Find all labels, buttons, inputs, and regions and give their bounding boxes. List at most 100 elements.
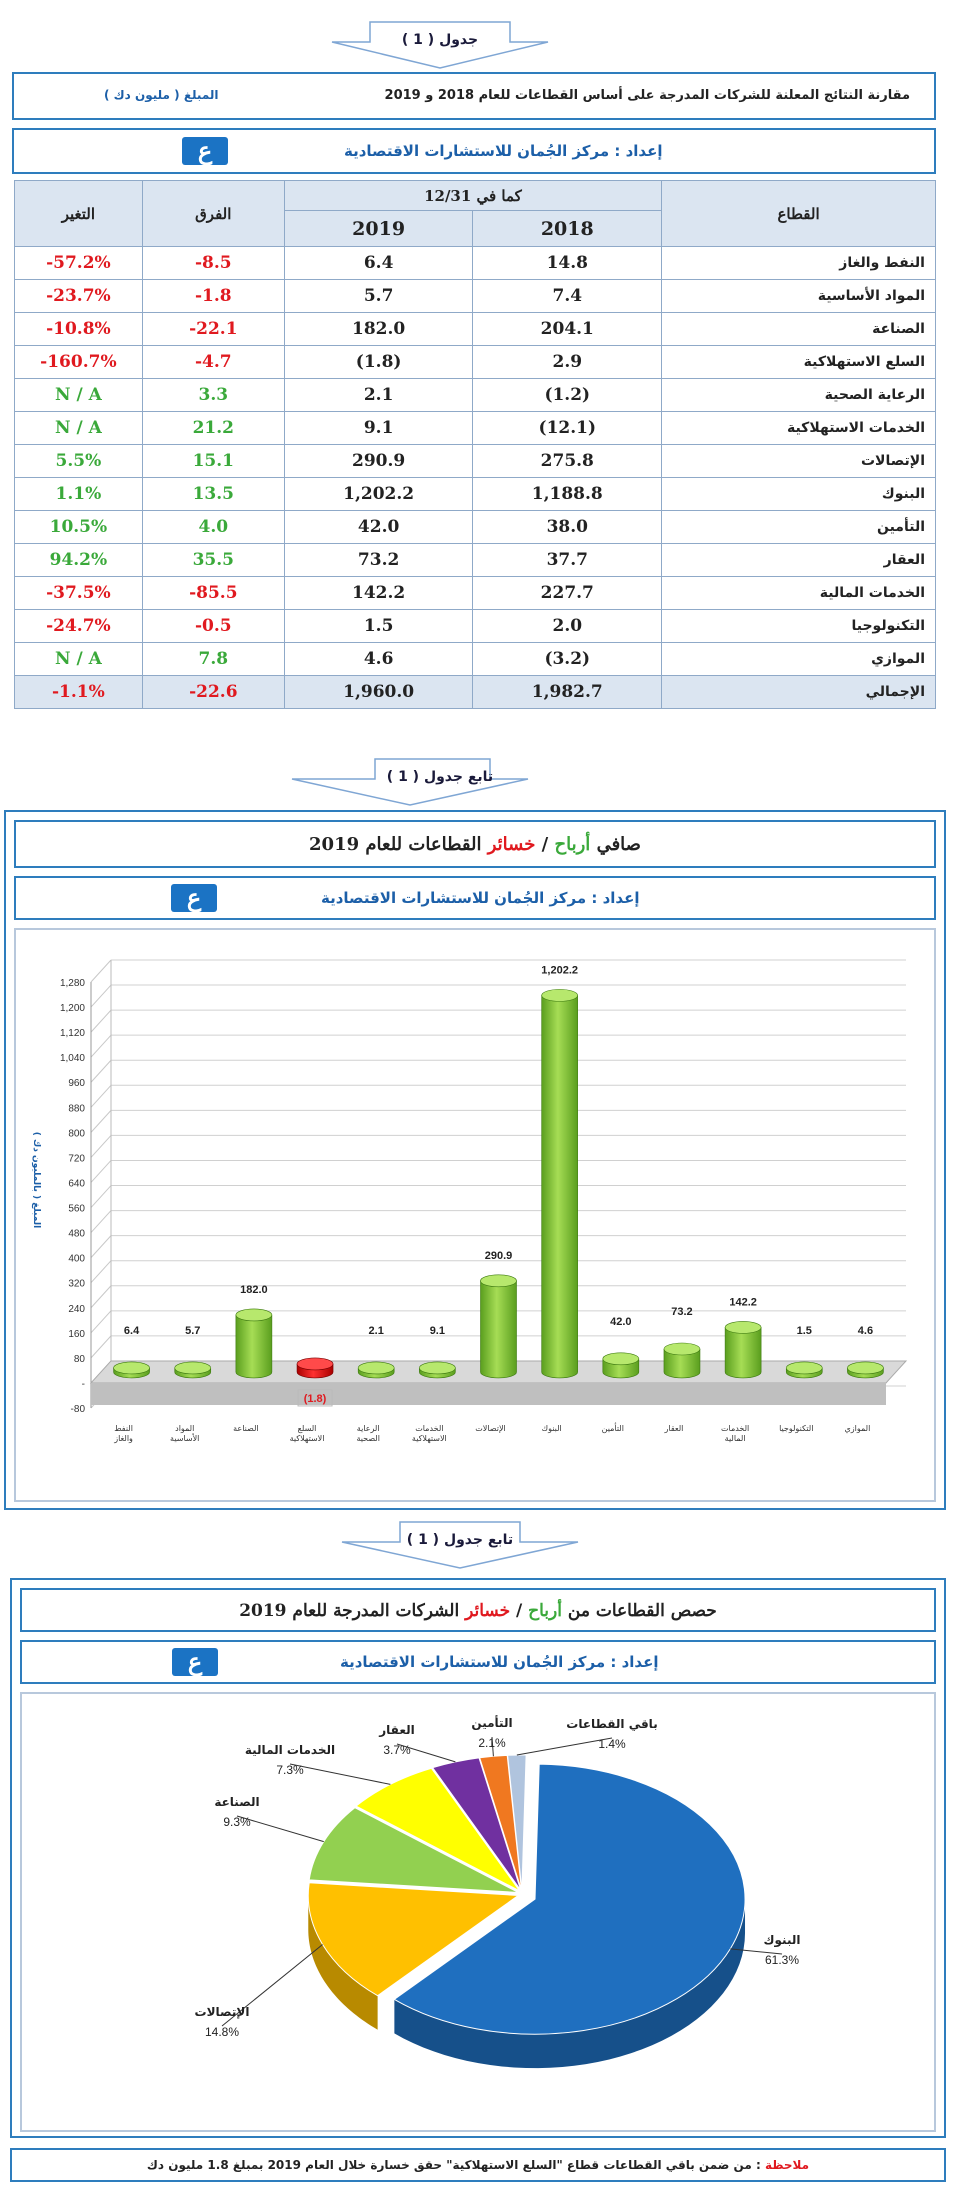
cell-sector: السلع الاستهلاكية xyxy=(661,345,936,379)
pie-slice-name: الصناعة xyxy=(214,1795,259,1809)
jumana-logo-2: ع xyxy=(171,884,217,912)
col-sector: القطاع xyxy=(661,180,936,247)
cell-diff: 35.5 xyxy=(141,543,285,577)
bar xyxy=(602,1352,640,1379)
bar-value-label: 42.0 xyxy=(610,1316,631,1328)
pie-slice-value: 61.3% xyxy=(765,1953,799,1967)
y-tick-label: 880 xyxy=(68,1103,85,1114)
table-row: -160.7% -4.7 (1.8) 2.9 السلع الاستهلاكية xyxy=(14,345,936,379)
bar-value-label: 5.7 xyxy=(185,1325,200,1337)
total-2018: 1,982.7 xyxy=(472,675,663,709)
bar xyxy=(847,1361,884,1379)
bar xyxy=(724,1321,762,1379)
pie-slice xyxy=(393,1763,746,2035)
y-tick-label: 400 xyxy=(68,1254,85,1265)
cell-change: -37.5% xyxy=(14,576,143,610)
category-label: الموازي xyxy=(845,1424,871,1433)
col-2019: 2019 xyxy=(283,210,474,247)
category-label: التأمين xyxy=(602,1422,624,1433)
cell-2018: (3.2) xyxy=(472,642,663,676)
note-box: ملاحظة : من ضمن باقي القطاعات قطاع "السل… xyxy=(10,2148,946,2182)
table-row: 94.2% 35.5 73.2 37.7 العقار xyxy=(14,543,936,577)
table-title-box: مقارنة النتائج المعلنة للشركات المدرجة ع… xyxy=(12,72,936,120)
pie-slice xyxy=(308,1807,519,1893)
cell-sector: المواد الأساسية xyxy=(661,279,936,313)
cell-2018: 7.4 xyxy=(472,279,663,313)
cell-2018: 37.7 xyxy=(472,543,663,577)
total-change: -1.1% xyxy=(14,675,143,709)
cell-sector: النفط والغاز xyxy=(661,246,936,280)
table-tab-label: جدول ( 1 ) xyxy=(401,32,479,48)
cell-sector: الرعاية الصحية xyxy=(661,378,936,412)
table-row: 1.1% 13.5 1,202.2 1,188.8 البنوك xyxy=(14,477,936,511)
bar-value-label: 1,202.2 xyxy=(541,964,578,976)
pie-slice xyxy=(431,1757,522,1891)
total-2019: 1,960.0 xyxy=(283,675,474,709)
cell-diff: 21.2 xyxy=(141,411,285,445)
y-tick-label: 320 xyxy=(68,1279,85,1290)
bar-tab: تابع جدول ( 1 ) xyxy=(290,757,530,807)
cell-2019: 4.6 xyxy=(283,642,474,676)
bar xyxy=(357,1361,395,1379)
bar-value-label: 290.9 xyxy=(485,1250,513,1262)
category-label: السلع الاستهلاكية xyxy=(290,1424,325,1443)
note: ملاحظة : من ضمن باقي القطاعات قطاع "السل… xyxy=(146,2158,810,2172)
cell-2019: 1.5 xyxy=(283,609,474,643)
pie-chart: البنوك 61.3% الإتصالات 14.8% الصناعة 9.3% الخد… xyxy=(195,1715,800,2069)
y-axis-label: المبلغ ( بالمليون دك ) xyxy=(31,1132,41,1228)
cell-sector: البنوك xyxy=(661,477,936,511)
cell-change: -57.2% xyxy=(14,246,143,280)
y-tick-label: 560 xyxy=(68,1204,85,1215)
bar-value-label: 2.1 xyxy=(369,1325,384,1337)
col-change: التغير xyxy=(14,180,143,247)
unit-label: المبلغ ( مليون دك ) xyxy=(104,88,219,102)
cell-diff: -0.5 xyxy=(141,609,285,643)
table-title: مقارنة النتائج المعلنة للشركات المدرجة ع… xyxy=(384,88,910,103)
table-row: 10.5% 4.0 42.0 38.0 التأمين xyxy=(14,510,936,544)
cell-change: -23.7% xyxy=(14,279,143,313)
bar-value-label: 9.1 xyxy=(430,1325,445,1337)
cell-change: 5.5% xyxy=(14,444,143,478)
pie-slice-value: 3.7% xyxy=(383,1743,411,1757)
y-tick-label: 800 xyxy=(68,1128,85,1139)
category-label: التكنولوجيا xyxy=(779,1424,813,1433)
bar xyxy=(541,989,578,1379)
cell-diff: -1.8 xyxy=(141,279,285,313)
table-row: N / A 3.3 2.1 (1.2) الرعاية الصحية xyxy=(14,378,936,412)
prepared-box: ع إعداد : مركز الجُمان للاستشارات الاقتص… xyxy=(12,128,936,174)
bar xyxy=(235,1308,273,1379)
cell-change: N / A xyxy=(14,642,143,676)
total-diff: -22.6 xyxy=(141,675,285,709)
cell-2019: 182.0 xyxy=(283,312,474,346)
cell-sector: الخدمات المالية xyxy=(661,576,936,610)
bar-value-label: 73.2 xyxy=(671,1306,692,1318)
bar-section: صافي أرباح / خسائر القطاعات للعام 2019 ع… xyxy=(4,810,946,1510)
table-row: -37.5% -85.5 142.2 227.7 الخدمات المالية xyxy=(14,576,936,610)
col-2018: 2018 xyxy=(472,210,663,247)
cell-2019: 42.0 xyxy=(283,510,474,544)
category-label: الخدمات الاستهلاكية xyxy=(412,1424,447,1443)
jumana-logo-3: ع xyxy=(172,1648,218,1676)
table-row: -24.7% -0.5 1.5 2.0 التكنولوجيا xyxy=(14,609,936,643)
y-tick-label: 480 xyxy=(68,1229,85,1240)
bar xyxy=(419,1361,456,1379)
header-row: التغير الفرق كما في 12/31 القطاع xyxy=(14,180,936,247)
bar-value-label: (1.8) xyxy=(304,1393,327,1405)
cell-2018: 14.8 xyxy=(472,246,663,280)
cell-diff: -8.5 xyxy=(141,246,285,280)
cell-sector: العقار xyxy=(661,543,936,577)
cell-2019: 1,202.2 xyxy=(283,477,474,511)
bar-value-label: 182.0 xyxy=(240,1284,268,1296)
y-tick-label: 80 xyxy=(74,1354,86,1365)
pie-slice-name: التأمين xyxy=(471,1715,512,1730)
y-tick-label: - xyxy=(82,1379,85,1390)
cell-diff: -85.5 xyxy=(141,576,285,610)
pie-tab-label: تابع جدول ( 1 ) xyxy=(406,1532,514,1548)
pie-prepared-box: ع إعداد : مركز الجُمان للاستشارات الاقتص… xyxy=(20,1640,936,1684)
category-label: الخدمات المالية xyxy=(721,1424,749,1443)
cell-change: -160.7% xyxy=(14,345,143,379)
pie-slice-side xyxy=(394,1899,746,2069)
cell-change: N / A xyxy=(14,378,143,412)
cell-change: -10.8% xyxy=(14,312,143,346)
pie-section: حصص القطاعات من أرباح / خسائر الشركات ال… xyxy=(10,1578,946,2138)
